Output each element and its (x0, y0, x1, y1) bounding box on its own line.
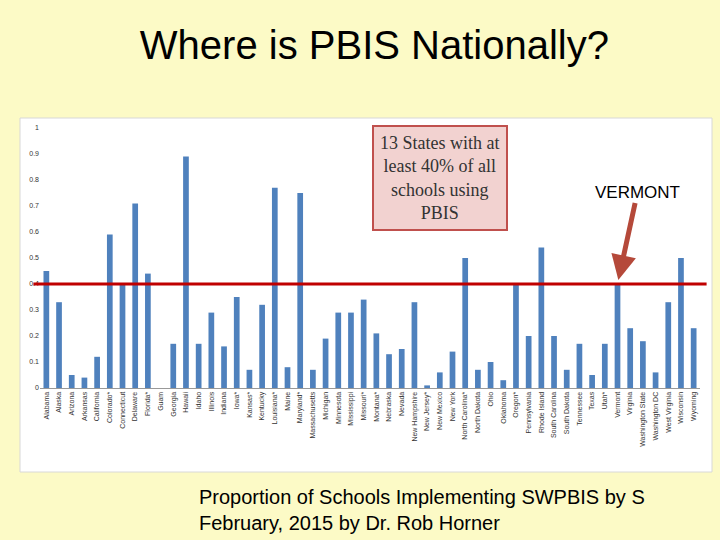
svg-text:0.9: 0.9 (29, 150, 39, 157)
svg-text:0.3: 0.3 (29, 306, 39, 313)
svg-text:New Jersey*: New Jersey* (423, 392, 431, 432)
svg-text:February, 2015 by Dr. Rob Horn: February, 2015 by Dr. Rob Horner (199, 512, 500, 534)
svg-text:Florida*: Florida* (144, 392, 151, 416)
svg-text:Massachusetts: Massachusetts (309, 391, 316, 438)
svg-text:0.5: 0.5 (29, 254, 39, 261)
svg-text:Louisiana*: Louisiana* (271, 392, 278, 425)
svg-text:0.2: 0.2 (29, 332, 39, 339)
svg-text:0.8: 0.8 (29, 176, 39, 183)
svg-text:Ohio: Ohio (487, 392, 494, 407)
svg-text:Oregon*: Oregon* (512, 392, 520, 418)
svg-text:Georgia: Georgia (170, 392, 178, 417)
svg-text:0.7: 0.7 (29, 202, 39, 209)
svg-text:Illinois: Illinois (208, 391, 215, 411)
svg-text:Tennessee: Tennessee (576, 392, 583, 426)
svg-text:0.4: 0.4 (29, 280, 39, 287)
svg-text:Where is PBIS Nationally?: Where is PBIS Nationally? (140, 23, 609, 67)
svg-text:Connecticut: Connecticut (119, 392, 126, 429)
svg-text:California: California (93, 392, 100, 422)
svg-text:Vermont: Vermont (614, 392, 621, 418)
svg-text:13 States with atleast 40% of: 13 States with atleast 40% of allschools… (380, 133, 500, 223)
svg-text:0: 0 (35, 384, 39, 391)
svg-text:Oklahoma: Oklahoma (500, 392, 507, 424)
svg-text:Wisconsin: Wisconsin (677, 392, 684, 424)
svg-text:North Dakota: North Dakota (474, 392, 481, 433)
svg-text:Pennsylvania: Pennsylvania (525, 392, 533, 434)
svg-text:New York: New York (449, 391, 456, 421)
svg-text:Alabama: Alabama (43, 392, 50, 420)
svg-text:0.1: 0.1 (29, 358, 39, 365)
svg-text:West Virginia: West Virginia (665, 392, 673, 433)
svg-text:Virginia: Virginia (626, 392, 634, 415)
svg-text:Rhode Island: Rhode Island (538, 392, 545, 433)
svg-text:Arizona: Arizona (68, 392, 75, 416)
svg-text:Iowa*: Iowa* (233, 392, 240, 410)
svg-text:Maryland*: Maryland* (296, 392, 304, 424)
svg-text:Guam: Guam (157, 392, 164, 411)
svg-text:North Carolina*: North Carolina* (461, 392, 468, 440)
svg-text:Kansas*: Kansas* (246, 392, 253, 418)
svg-text:Indiana: Indiana (220, 392, 227, 415)
svg-text:Nebraska: Nebraska (385, 392, 392, 422)
svg-text:South Dakota: South Dakota (563, 392, 570, 435)
svg-text:Kentucky: Kentucky (258, 391, 266, 420)
svg-text:New Mexico: New Mexico (436, 392, 443, 430)
svg-text:Montana*: Montana* (373, 392, 380, 422)
svg-text:Utah*: Utah* (601, 392, 608, 410)
svg-text:Nevada: Nevada (398, 392, 405, 416)
svg-text:Proportion of Schools Implemen: Proportion of Schools Implementing SWPBI… (199, 486, 645, 508)
svg-text:New Hampshire: New Hampshire (411, 392, 419, 442)
svg-text:0.6: 0.6 (29, 228, 39, 235)
svg-text:Washington DC: Washington DC (652, 392, 660, 441)
svg-text:Texas: Texas (588, 391, 595, 410)
svg-text:Hawaii: Hawaii (182, 391, 189, 412)
svg-text:Missouri*: Missouri* (360, 392, 367, 421)
svg-text:Alaska: Alaska (55, 392, 62, 413)
svg-text:VERMONT: VERMONT (595, 183, 680, 202)
svg-text:Idaho: Idaho (195, 392, 202, 410)
svg-text:Mississippi: Mississippi (347, 391, 355, 425)
svg-text:Arkansas: Arkansas (81, 391, 88, 421)
svg-text:Maine: Maine (284, 392, 291, 411)
svg-text:1: 1 (35, 124, 39, 131)
svg-text:Washington State: Washington State (639, 392, 647, 447)
svg-text:South Carolina: South Carolina (550, 392, 557, 438)
svg-text:Wyoming: Wyoming (690, 392, 698, 421)
svg-text:Minnesota: Minnesota (335, 392, 342, 424)
svg-text:Colorado*: Colorado* (106, 392, 113, 423)
svg-text:Delaware: Delaware (131, 392, 138, 422)
svg-text:Michigan: Michigan (322, 392, 330, 420)
